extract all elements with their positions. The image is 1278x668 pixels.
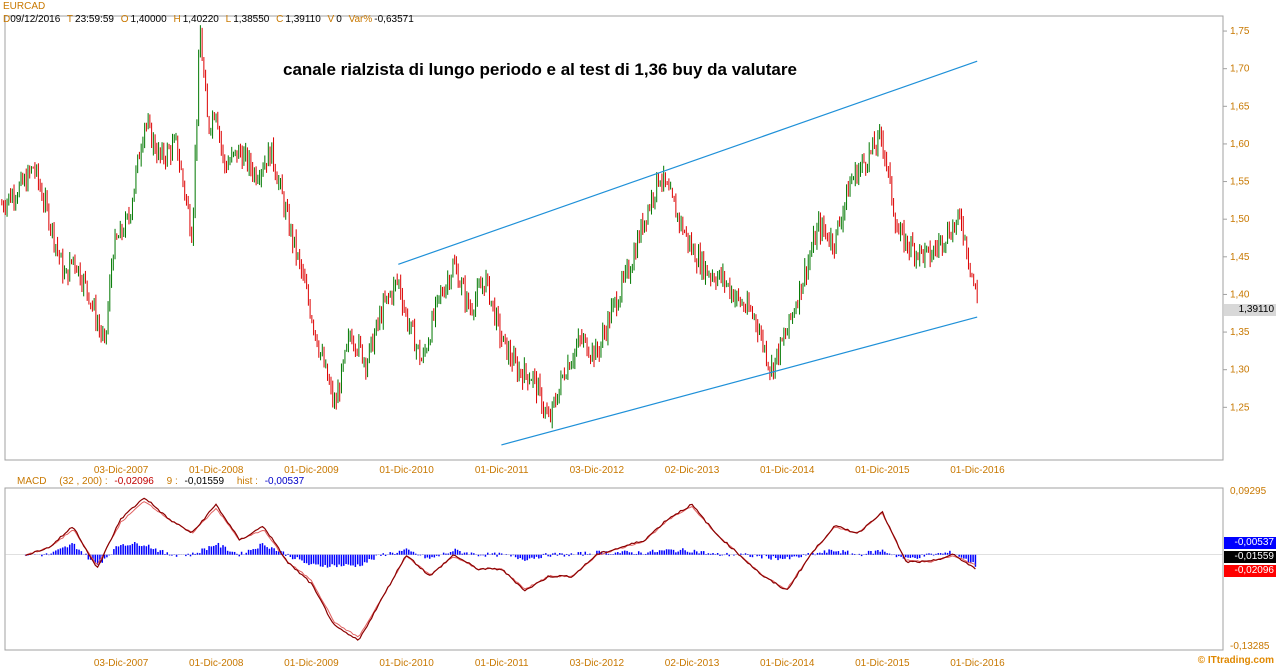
var-value: -0,63571	[374, 14, 414, 25]
price-panel-frame	[4, 15, 1224, 461]
symbol-header: EURCAD	[3, 1, 49, 12]
x-tick-label: 01-Dic-2008	[189, 658, 244, 668]
macd-header: MACD (32 , 200) : -0,02096 9 : -0,01559 …	[17, 476, 308, 487]
macd-y-axis: 0,09295 -0,13285	[1230, 486, 1270, 652]
macd-line	[25, 497, 976, 641]
hist-label: hist :	[236, 476, 258, 487]
y-tick-label: 1,55	[1230, 177, 1250, 188]
x-tick-label: 01-Dic-2009	[284, 465, 339, 476]
macd-series-layer	[5, 497, 1223, 641]
x-tick-label: 01-Dic-2015	[855, 658, 910, 668]
x-tick-label: 01-Dic-2010	[379, 658, 434, 668]
x-tick-label: 02-Dic-2013	[665, 658, 720, 668]
x-tick-label: 03-Dic-2007	[94, 658, 149, 668]
low-value: 1,38550	[233, 14, 270, 25]
x-tick-label: 01-Dic-2010	[379, 465, 434, 476]
price-x-axis: 03-Dic-2007 01-Dic-2008 01-Dic-2009 01-Dic-…	[94, 465, 1005, 476]
x-tick-label: 01-Dic-2016	[950, 658, 1005, 668]
time-value: 23:59:59	[75, 14, 114, 25]
macd-x-axis: 03-Dic-2007 01-Dic-2008 01-Dic-2009 01-Dic-…	[94, 658, 1005, 668]
macd-panel-frame	[4, 487, 1224, 651]
macd-params: (32 , 200) :	[59, 476, 108, 487]
macd-name: MACD	[17, 476, 47, 487]
y-tick-label: 1,40	[1230, 289, 1250, 300]
macd-y-tick-label: 0,09295	[1230, 486, 1267, 497]
open-value: 1,40000	[130, 14, 167, 25]
macd-tag: -0,02096	[1224, 565, 1276, 577]
low-label: L	[225, 14, 232, 25]
x-tick-label: 03-Dic-2012	[570, 465, 625, 476]
var-label: Var%	[348, 14, 373, 25]
last-price-tag: 1,39110	[1224, 304, 1276, 316]
signal-tag: -0,01559	[1224, 551, 1276, 563]
x-tick-label: 01-Dic-2015	[855, 465, 910, 476]
date-label: D	[3, 14, 11, 25]
signal-label: 9 :	[166, 476, 178, 487]
price-y-axis: 1,75 1,70 1,65 1,60 1,55 1,50 1,45 1,40 1,35 1,30…	[1223, 26, 1250, 413]
close-value: 1,39110	[285, 14, 321, 25]
y-tick-label: 1,35	[1230, 327, 1250, 338]
hist-tag: -0,00537	[1224, 537, 1276, 549]
y-tick-label: 1,75	[1230, 26, 1250, 37]
y-tick-label: 1,70	[1230, 64, 1250, 75]
x-tick-label: 01-Dic-2008	[189, 465, 244, 476]
copyright-footer: © ITtrading.com	[1197, 655, 1274, 666]
open-label: O	[120, 14, 129, 25]
x-tick-label: 01-Dic-2016	[950, 465, 1005, 476]
chart-annotation: canale rialzista di lungo periodo e al t…	[283, 60, 797, 79]
macd-y-tick-label: -0,13285	[1230, 641, 1270, 652]
y-tick-label: 1,25	[1230, 402, 1250, 413]
trendline-upper	[398, 60, 978, 265]
y-tick-label: 1,60	[1230, 139, 1250, 150]
signal-value: -0,01559	[184, 476, 225, 487]
x-tick-label: 03-Dic-2012	[570, 658, 625, 668]
x-tick-label: 01-Dic-2014	[760, 658, 815, 668]
price-series-layer	[1, 25, 978, 429]
date-value: 09/12/2016	[10, 14, 61, 25]
volume-label: V	[327, 14, 335, 25]
close-label: C	[276, 14, 284, 25]
time-label: T	[66, 14, 74, 25]
trendline-lower	[501, 316, 978, 446]
high-value: 1,40220	[182, 14, 219, 25]
x-tick-label: 03-Dic-2007	[94, 465, 149, 476]
x-tick-label: 01-Dic-2014	[760, 465, 815, 476]
symbol-label: EURCAD	[3, 1, 46, 12]
ohlc-header: D09/12/2016 T 23:59:59 O 1,40000 H 1,40220 …	[3, 14, 418, 25]
high-label: H	[173, 14, 181, 25]
x-tick-label: 02-Dic-2013	[665, 465, 720, 476]
trendlines-layer	[398, 60, 978, 446]
y-tick-label: 1,50	[1230, 214, 1250, 225]
hist-value: -0,00537	[264, 476, 305, 487]
x-tick-label: 01-Dic-2011	[475, 658, 529, 668]
y-tick-label: 1,45	[1230, 252, 1250, 263]
y-tick-label: 1,30	[1230, 365, 1250, 376]
macd-value: -0,02096	[114, 476, 154, 487]
y-tick-label: 1,65	[1230, 101, 1250, 112]
volume-value: 0	[336, 14, 342, 25]
x-tick-label: 01-Dic-2011	[475, 465, 529, 476]
x-tick-label: 01-Dic-2009	[284, 658, 339, 668]
